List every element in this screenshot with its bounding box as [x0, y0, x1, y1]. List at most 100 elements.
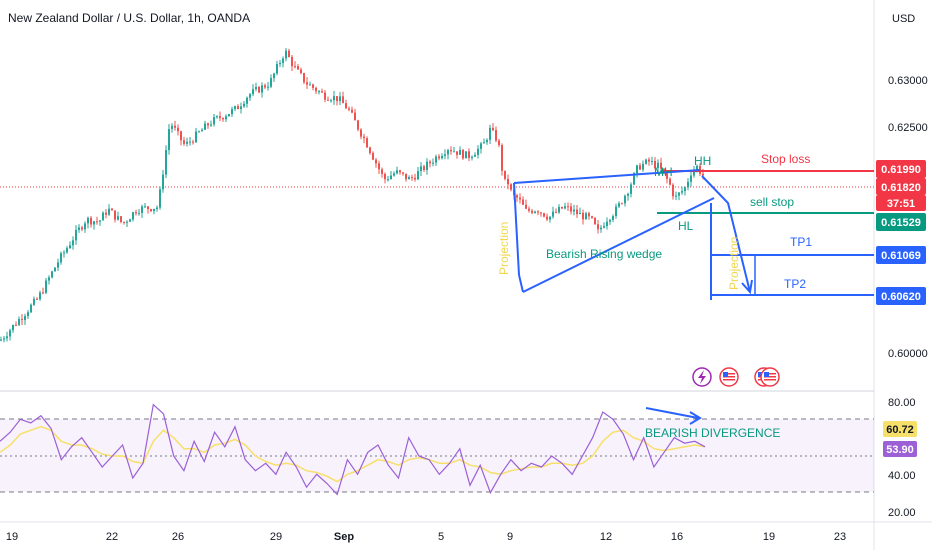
- candle-body: [624, 195, 626, 204]
- candle-body: [558, 206, 560, 213]
- candle-body: [231, 109, 233, 115]
- rsi-tick-label: 80.00: [888, 397, 916, 409]
- candle-body: [123, 221, 125, 223]
- currency-label: USD: [892, 13, 915, 25]
- candle-body: [576, 209, 578, 215]
- candle-body: [570, 206, 572, 212]
- candle-body: [690, 175, 692, 182]
- candle-body: [501, 145, 503, 171]
- projection-arrow-icon: [741, 279, 753, 295]
- candle-body: [267, 86, 269, 88]
- candle-body: [453, 151, 455, 153]
- candle-body: [429, 161, 431, 164]
- candle-body: [273, 73, 275, 79]
- candle-body: [696, 165, 698, 171]
- y-tick-label: 0.63000: [888, 75, 928, 87]
- candle-body: [315, 87, 317, 92]
- candle-body: [438, 156, 440, 159]
- candle-body: [45, 280, 47, 293]
- y-tick-label: 0.62500: [888, 122, 928, 134]
- candle-body: [342, 96, 344, 104]
- candle-body: [702, 173, 704, 176]
- candle-body: [552, 211, 554, 217]
- sell-stop-label: sell stop: [750, 195, 794, 209]
- price-tag: 0.60620: [876, 287, 926, 305]
- candle-body: [510, 184, 512, 190]
- candle-body: [21, 319, 23, 321]
- candle-body: [111, 208, 113, 211]
- candle-body: [0, 339, 2, 341]
- candle-body: [309, 84, 311, 86]
- price-tag: 0.61529: [876, 213, 926, 231]
- projection-label: Projection: [727, 237, 741, 290]
- candle-body: [582, 212, 584, 220]
- x-tick-label: 9: [507, 531, 513, 543]
- candle-body: [54, 267, 56, 272]
- stop-loss-label: Stop loss: [761, 152, 810, 166]
- candle-body: [255, 86, 257, 90]
- candle-body: [60, 253, 62, 263]
- candle-body: [390, 175, 392, 180]
- candle-body: [207, 123, 209, 126]
- candle-body: [339, 96, 341, 102]
- candle-body: [687, 181, 689, 188]
- lightning-icon[interactable]: [692, 367, 712, 387]
- candle-body: [573, 209, 575, 212]
- divergence-arrow-icon: [689, 411, 702, 425]
- us-flag-icon[interactable]: [719, 367, 739, 387]
- candle-body: [96, 221, 98, 223]
- rsi-ma-value-tag: 53.90: [883, 441, 917, 457]
- candle-body: [15, 324, 17, 326]
- us-flag-icon[interactable]: [760, 367, 780, 387]
- candle-body: [258, 86, 260, 93]
- wedge-lower-line: [522, 197, 715, 293]
- candle-body: [537, 211, 539, 213]
- candle-body: [603, 226, 605, 228]
- candle-body: [381, 169, 383, 174]
- candle-body: [483, 142, 485, 144]
- rsi-line: [0, 403, 706, 496]
- candle-body: [162, 174, 164, 190]
- candle-body: [417, 171, 419, 180]
- candle-body: [408, 177, 410, 180]
- candle-body: [75, 229, 77, 241]
- divergence-line: [645, 407, 699, 419]
- candle-body: [168, 129, 170, 151]
- candle-body: [237, 106, 239, 110]
- candle-body: [165, 150, 167, 175]
- candle-body: [120, 216, 122, 222]
- candle-body: [657, 162, 659, 169]
- candle-body: [384, 173, 386, 180]
- price-tag: 0.61069: [876, 246, 926, 264]
- candle-body: [279, 62, 281, 65]
- candle-body: [594, 217, 596, 225]
- candle-body: [519, 197, 521, 200]
- candle-body: [540, 212, 542, 214]
- candle-body: [459, 149, 461, 155]
- candle-body: [630, 184, 632, 194]
- wedge-left-tail: [518, 274, 524, 293]
- candle-body: [699, 165, 701, 174]
- svg-text:0.61990: 0.61990: [881, 164, 921, 176]
- candle-body: [366, 138, 368, 148]
- candle-body: [447, 150, 449, 155]
- candle-body: [36, 298, 38, 300]
- candle-body: [183, 140, 185, 144]
- tp1-label: TP1: [790, 235, 812, 249]
- candle-body: [171, 125, 173, 130]
- candle-body: [246, 97, 248, 104]
- candle-body: [198, 131, 200, 133]
- time-axis: 19 22 26 29 Sep 5 9 12 16 19 23: [6, 531, 846, 543]
- candlestick-series: [0, 47, 704, 343]
- candle-body: [567, 206, 569, 208]
- mh-label: MH: [654, 165, 673, 179]
- candle-body: [609, 219, 611, 222]
- candle-body: [450, 150, 452, 152]
- candle-body: [378, 163, 380, 170]
- candle-body: [27, 312, 29, 317]
- candle-body: [525, 204, 527, 209]
- candle-body: [225, 116, 227, 120]
- candle-body: [348, 108, 350, 110]
- candle-body: [150, 209, 152, 212]
